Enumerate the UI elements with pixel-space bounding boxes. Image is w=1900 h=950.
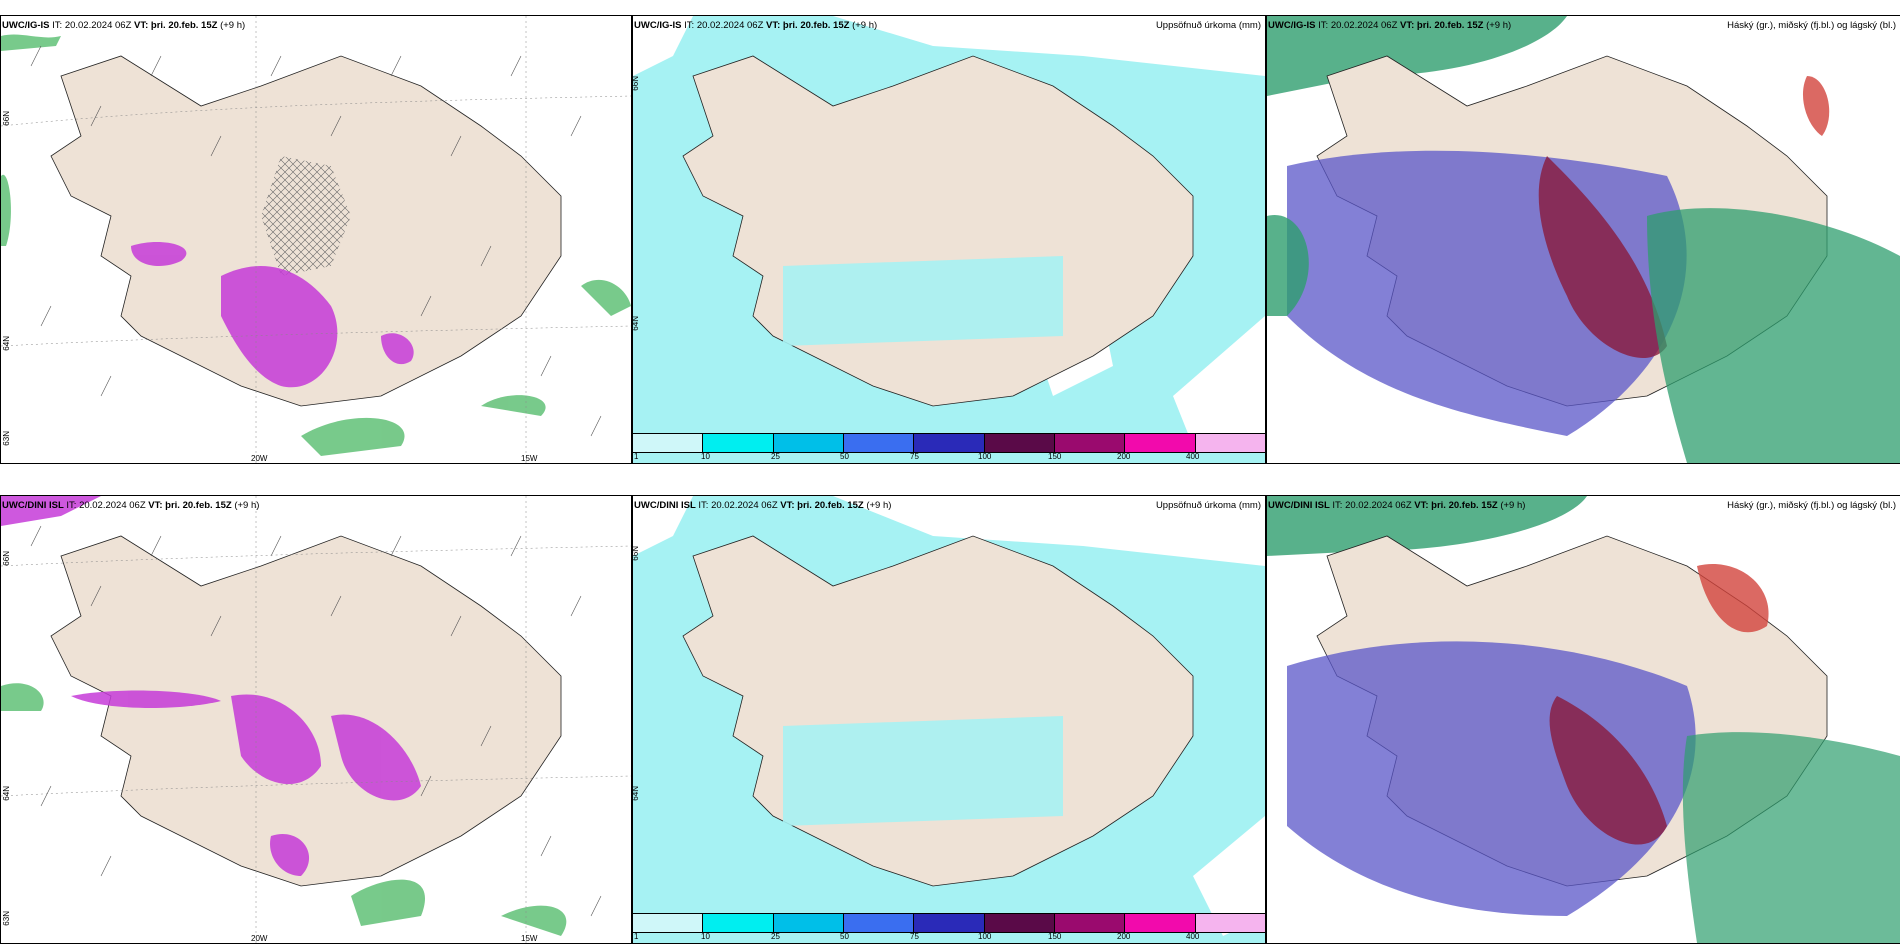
lon-label: 20W [251,454,268,463]
map-title: Uppsöfnuð úrkoma (mm) [1155,20,1261,31]
map-title: Háský (gr.), miðský (fj.bl.) og lágský (… [1727,500,1896,511]
colorbar-swatch [914,434,985,452]
colorbar-labels: 1 10 25 50 75 100 150 200 400 [633,932,1265,943]
colorbar-label: 1 [634,452,639,461]
lat-label: 66N [632,546,640,561]
colorbar-swatch [984,914,1055,932]
colorbar-label: 100 [978,452,992,461]
colorbar-swatch [1195,914,1265,932]
panel-header: UWC/DINI ISL IT: 20.02.2024 06Z VT: þri.… [2,500,260,511]
colorbar-swatch [633,914,704,932]
colorbar-swatch [773,434,844,452]
colorbar-swatches [633,433,1265,453]
colorbar-swatch [1054,914,1126,932]
map-clouds [1267,496,1900,943]
colorbar-swatch [1054,434,1126,452]
map-wind-snow [1,496,631,943]
colorbar-label: 50 [840,452,849,461]
colorbar-label: 75 [910,932,919,941]
precip-colorbar: 1 10 25 50 75 100 150 200 400 [633,433,1265,463]
colorbar-swatch [1195,434,1265,452]
panel-igis-precip: UWC/IG-IS IT: 20.02.2024 06Z VT: þri. 20… [632,15,1266,464]
colorbar-swatch [843,914,915,932]
panel-dini-wind: UWC/DINI ISL IT: 20.02.2024 06Z VT: þri.… [0,495,632,944]
colorbar-swatch [703,434,774,452]
colorbar-label: 1 [634,932,639,941]
colorbar-label: 200 [1117,452,1131,461]
panel-igis-wind: UWC/IG-IS IT: 20.02.2024 06Z VT: þri. 20… [0,15,632,464]
lat-label: 66N [2,551,11,566]
colorbar-label: 150 [1048,452,1062,461]
lat-label: 63N [2,431,11,446]
colorbar-swatch [1125,914,1196,932]
colorbar-swatch [1125,434,1196,452]
map-wind-snow [1,16,631,463]
map-title: Uppsöfnuð úrkoma (mm) [1155,500,1261,511]
colorbar-label: 75 [910,452,919,461]
panel-header: UWC/IG-IS IT: 20.02.2024 06Z VT: þri. 20… [1268,20,1512,31]
panel-header: UWC/IG-IS IT: 20.02.2024 06Z VT: þri. 20… [2,20,246,31]
colorbar-swatches [633,913,1265,933]
panel-header: UWC/DINI ISL IT: 20.02.2024 06Z VT: þri.… [1268,500,1526,511]
lat-label: 63N [2,911,11,926]
colorbar-label: 200 [1117,932,1131,941]
map-precip [633,16,1265,463]
colorbar-label: 10 [701,452,710,461]
colorbar-label: 400 [1186,932,1200,941]
lat-label: 66N [2,111,11,126]
colorbar-swatch [703,914,774,932]
lat-label: 64N [632,786,640,801]
colorbar-label: 50 [840,932,849,941]
colorbar-label: 100 [978,932,992,941]
colorbar-label: 10 [701,932,710,941]
map-title: Háský (gr.), miðský (fj.bl.) og lágský (… [1727,20,1896,31]
colorbar-label: 25 [771,452,780,461]
panel-dini-precip: UWC/DINI ISL IT: 20.02.2024 06Z VT: þri.… [632,495,1266,944]
lon-label: 20W [251,934,268,943]
panel-igis-clouds: UWC/IG-IS IT: 20.02.2024 06Z VT: þri. 20… [1266,15,1900,464]
panel-header: UWC/DINI ISL IT: 20.02.2024 06Z VT: þri.… [634,500,892,511]
colorbar-label: 25 [771,932,780,941]
colorbar-labels: 1 10 25 50 75 100 150 200 400 [633,452,1265,463]
map-clouds [1267,16,1900,463]
lon-label: 15W [521,934,538,943]
map-precip [633,496,1265,943]
lat-label: 64N [632,316,640,331]
colorbar-label: 400 [1186,452,1200,461]
colorbar-swatch [773,914,844,932]
colorbar-swatch [843,434,915,452]
colorbar-swatch [633,434,704,452]
lat-label: 64N [2,336,11,351]
precip-colorbar: 1 10 25 50 75 100 150 200 400 [633,913,1265,943]
lat-label: 64N [2,786,11,801]
panel-dini-clouds: UWC/DINI ISL IT: 20.02.2024 06Z VT: þri.… [1266,495,1900,944]
panel-header: UWC/IG-IS IT: 20.02.2024 06Z VT: þri. 20… [634,20,878,31]
colorbar-swatch [914,914,985,932]
colorbar-swatch [984,434,1055,452]
lon-label: 15W [521,454,538,463]
colorbar-label: 150 [1048,932,1062,941]
lat-label: 66N [632,76,640,91]
